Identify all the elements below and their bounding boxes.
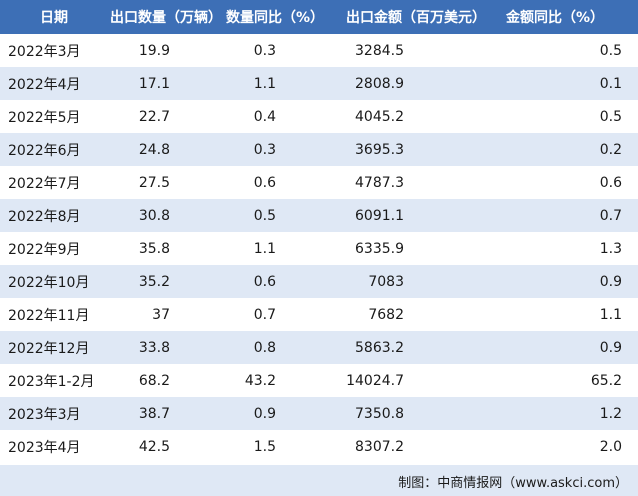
header-date: 日期	[40, 10, 68, 26]
table-row: 2022年6月 24.8 0.3 3695.3 0.2	[0, 133, 638, 166]
cell-amount-yoy: 0.1	[599, 75, 622, 92]
cell-export-amount: 4045.2	[355, 108, 404, 125]
cell-date: 2023年3月	[8, 406, 81, 423]
table-row: 2022年9月 35.8 1.1 6335.9 1.3	[0, 232, 638, 265]
table-row: 2022年12月 33.8 0.8 5863.2 0.9	[0, 331, 638, 364]
footer-credit: 制图：中商情报网（www.askci.com）	[0, 465, 638, 496]
cell-date: 2022年4月	[8, 76, 81, 93]
cell-amount-yoy: 0.6	[599, 174, 622, 191]
cell-export-amount: 7682	[368, 306, 404, 323]
table-row: 2022年11月 37 0.7 7682 1.1	[0, 298, 638, 331]
header-export-quantity: 出口数量（万辆）	[110, 10, 222, 26]
cell-quantity-yoy: 0.7	[253, 306, 276, 323]
cell-export-quantity: 22.7	[138, 108, 170, 125]
header-export-amount: 出口金额（百万美元）	[346, 10, 486, 26]
cell-export-amount: 7083	[368, 273, 404, 290]
cell-export-quantity: 35.8	[138, 240, 170, 257]
table-row: 2023年1-2月 68.2 43.2 14024.7 65.2	[0, 364, 638, 397]
footer-text: 制图：中商情报网（www.askci.com）	[398, 476, 628, 491]
cell-quantity-yoy: 0.3	[253, 141, 276, 158]
cell-date: 2023年1-2月	[8, 373, 95, 390]
cell-quantity-yoy: 1.1	[253, 75, 276, 92]
cell-export-quantity: 30.8	[138, 207, 170, 224]
cell-export-amount: 14024.7	[346, 372, 404, 389]
table-header: 日期 出口数量（万辆） 数量同比（%） 出口金额（百万美元） 金额同比（%）	[0, 0, 638, 34]
cell-export-quantity: 42.5	[138, 438, 170, 455]
table-row: 2023年3月 38.7 0.9 7350.8 1.2	[0, 397, 638, 430]
cell-date: 2023年4月	[8, 439, 81, 456]
cell-export-amount: 8307.2	[355, 438, 404, 455]
cell-date: 2022年6月	[8, 142, 81, 159]
cell-quantity-yoy: 1.5	[253, 438, 276, 455]
cell-date: 2022年5月	[8, 109, 81, 126]
cell-export-amount: 3284.5	[355, 42, 404, 59]
cell-date: 2022年11月	[8, 307, 90, 324]
cell-date: 2022年10月	[8, 274, 90, 291]
cell-export-quantity: 38.7	[138, 405, 170, 422]
cell-amount-yoy: 1.1	[599, 306, 622, 323]
cell-export-amount: 7350.8	[355, 405, 404, 422]
cell-export-quantity: 27.5	[138, 174, 170, 191]
cell-amount-yoy: 65.2	[590, 372, 622, 389]
cell-quantity-yoy: 0.9	[253, 405, 276, 422]
header-quantity-yoy: 数量同比（%）	[226, 10, 325, 26]
cell-amount-yoy: 0.2	[599, 141, 622, 158]
cell-amount-yoy: 0.9	[599, 339, 622, 356]
data-table: 日期 出口数量（万辆） 数量同比（%） 出口金额（百万美元） 金额同比（%） 2…	[0, 0, 638, 463]
cell-amount-yoy: 0.5	[599, 108, 622, 125]
cell-date: 2022年3月	[8, 43, 81, 60]
cell-quantity-yoy: 0.8	[253, 339, 276, 356]
cell-date: 2022年8月	[8, 208, 81, 225]
cell-amount-yoy: 0.5	[599, 42, 622, 59]
table-row: 2022年3月 19.9 0.3 3284.5 0.5	[0, 34, 638, 67]
table-row: 2022年4月 17.1 1.1 2808.9 0.1	[0, 67, 638, 100]
cell-quantity-yoy: 0.5	[253, 207, 276, 224]
cell-export-quantity: 24.8	[138, 141, 170, 158]
cell-amount-yoy: 2.0	[599, 438, 622, 455]
cell-date: 2022年12月	[8, 340, 90, 357]
cell-quantity-yoy: 0.4	[253, 108, 276, 125]
table-row: 2022年7月 27.5 0.6 4787.3 0.6	[0, 166, 638, 199]
cell-amount-yoy: 1.3	[599, 240, 622, 257]
cell-quantity-yoy: 0.6	[253, 174, 276, 191]
cell-amount-yoy: 0.7	[599, 207, 622, 224]
table-row: 2022年8月 30.8 0.5 6091.1 0.7	[0, 199, 638, 232]
cell-export-amount: 4787.3	[355, 174, 404, 191]
cell-export-quantity: 17.1	[138, 75, 170, 92]
cell-quantity-yoy: 1.1	[253, 240, 276, 257]
cell-export-quantity: 68.2	[138, 372, 170, 389]
cell-export-quantity: 37	[152, 306, 170, 323]
cell-export-amount: 2808.9	[355, 75, 404, 92]
cell-quantity-yoy: 0.3	[253, 42, 276, 59]
table-row: 2023年4月 42.5 1.5 8307.2 2.0	[0, 430, 638, 463]
cell-quantity-yoy: 43.2	[244, 372, 276, 389]
cell-quantity-yoy: 0.6	[253, 273, 276, 290]
cell-export-amount: 6335.9	[355, 240, 404, 257]
cell-export-amount: 5863.2	[355, 339, 404, 356]
table-row: 2022年10月 35.2 0.6 7083 0.9	[0, 265, 638, 298]
table-row: 2022年5月 22.7 0.4 4045.2 0.5	[0, 100, 638, 133]
cell-amount-yoy: 1.2	[599, 405, 622, 422]
cell-date: 2022年7月	[8, 175, 81, 192]
cell-date: 2022年9月	[8, 241, 81, 258]
cell-export-amount: 3695.3	[355, 141, 404, 158]
cell-export-quantity: 33.8	[138, 339, 170, 356]
cell-export-quantity: 35.2	[138, 273, 170, 290]
cell-export-amount: 6091.1	[355, 207, 404, 224]
cell-amount-yoy: 0.9	[599, 273, 622, 290]
header-amount-yoy: 金额同比（%）	[506, 10, 605, 26]
cell-export-quantity: 19.9	[138, 42, 170, 59]
